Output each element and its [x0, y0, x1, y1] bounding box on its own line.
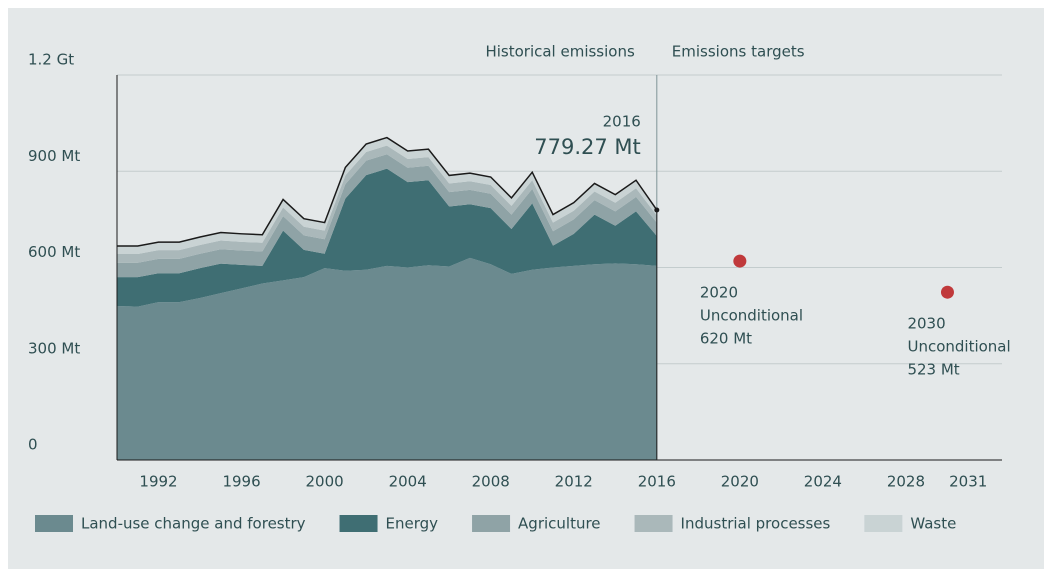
- legend-label: Land-use change and forestry: [81, 515, 306, 533]
- x-tick-label: 1992: [139, 473, 177, 491]
- legend-swatch: [35, 515, 73, 532]
- legend-swatch: [634, 515, 673, 532]
- total-line: [117, 136, 658, 247]
- area: [117, 145, 657, 263]
- x-tick-label: 2028: [887, 473, 925, 491]
- legend-label: Agriculture: [518, 515, 601, 533]
- legend-label: Waste: [910, 515, 956, 533]
- section-label: Historical emissions: [485, 43, 635, 61]
- y-tick-label: 0: [28, 436, 38, 454]
- target-point: [733, 254, 747, 268]
- x-tick-label: 2016: [638, 473, 676, 491]
- legend-label: Energy: [386, 515, 439, 533]
- target-label: Unconditional: [700, 307, 803, 325]
- target-label: Unconditional: [907, 338, 1010, 356]
- target-point: [940, 285, 954, 299]
- x-tick-label: 2031: [949, 473, 987, 491]
- x-tick-label: 2024: [804, 473, 842, 491]
- legend-swatch: [472, 515, 511, 532]
- x-tick-label: 2012: [555, 473, 593, 491]
- y-tick-label: 300 Mt: [28, 339, 80, 357]
- x-tick-label: 2004: [389, 473, 427, 491]
- area: [117, 257, 657, 460]
- legend-swatch: [864, 515, 903, 532]
- y-tick-label: 600 Mt: [28, 243, 80, 261]
- x-tick-label: 1996: [222, 473, 260, 491]
- area: [117, 154, 657, 278]
- target-year: 2020: [700, 284, 738, 302]
- target-value: 523 Mt: [907, 361, 959, 379]
- annotation-year: 2016: [603, 113, 641, 131]
- legend-swatch: [339, 515, 378, 532]
- x-tick-label: 2020: [721, 473, 759, 491]
- legend-label: Industrial processes: [681, 515, 831, 533]
- annotation-dot: [654, 207, 660, 213]
- target-value: 620 Mt: [700, 330, 752, 348]
- x-tick-label: 2000: [306, 473, 344, 491]
- x-tick-label: 2008: [472, 473, 510, 491]
- annotation-value: 779.27 Mt: [534, 135, 641, 159]
- y-tick-label: 1.2 Gt: [28, 51, 74, 69]
- area: [117, 168, 657, 307]
- target-year: 2030: [907, 315, 945, 333]
- section-label: Emissions targets: [672, 43, 805, 61]
- y-tick-label: 900 Mt: [28, 147, 80, 165]
